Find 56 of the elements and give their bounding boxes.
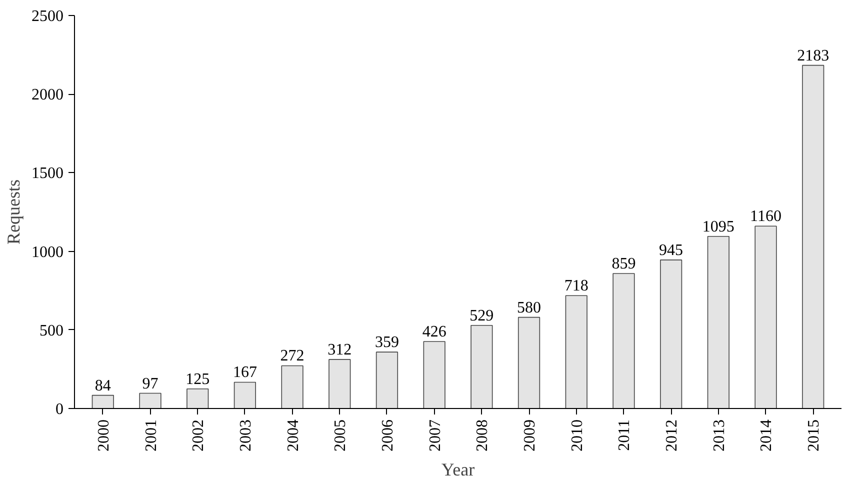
data-label: 359 bbox=[374, 334, 399, 352]
data-label: 2183 bbox=[797, 47, 830, 64]
bar bbox=[328, 359, 351, 408]
y-tick-label: 500 bbox=[40, 322, 64, 340]
bar bbox=[707, 236, 730, 408]
y-tick-label: 1000 bbox=[32, 244, 64, 261]
x-tick-label: 2014 bbox=[758, 420, 776, 452]
bar bbox=[470, 324, 493, 408]
y-tick-label: 2000 bbox=[32, 86, 64, 104]
x-tick-label: 2002 bbox=[190, 420, 208, 452]
x-tick-label: 2012 bbox=[664, 420, 681, 452]
bar bbox=[139, 392, 162, 408]
y-axis-title: Requests bbox=[4, 180, 24, 244]
x-tick-label: 2013 bbox=[710, 420, 728, 452]
data-label: 84 bbox=[94, 377, 111, 394]
bar bbox=[281, 365, 304, 408]
bar bbox=[92, 394, 114, 408]
bar bbox=[754, 226, 777, 408]
y-tick-label: 2500 bbox=[32, 8, 64, 25]
x-tick-label: 2003 bbox=[237, 420, 254, 452]
data-label: 945 bbox=[659, 242, 684, 259]
x-tick-label: 2000 bbox=[95, 420, 112, 452]
data-label: 97 bbox=[142, 375, 158, 392]
x-axis-title: Year bbox=[441, 460, 475, 480]
y-tick-label: 1500 bbox=[32, 165, 64, 182]
bar bbox=[423, 341, 446, 408]
bar bbox=[802, 64, 824, 408]
data-label: 167 bbox=[232, 364, 257, 382]
x-tick-label: 2010 bbox=[568, 420, 586, 452]
data-label: 1160 bbox=[750, 208, 782, 226]
bar bbox=[565, 295, 588, 408]
x-tick-label: 2001 bbox=[142, 420, 160, 452]
data-label: 312 bbox=[328, 341, 352, 358]
bar bbox=[612, 273, 635, 408]
bar bbox=[518, 316, 540, 408]
data-label: 529 bbox=[470, 307, 494, 324]
bar bbox=[660, 260, 682, 408]
data-label: 426 bbox=[422, 324, 446, 341]
x-tick-label: 2006 bbox=[379, 420, 396, 452]
x-tick-label: 2015 bbox=[806, 420, 823, 452]
bar bbox=[234, 382, 256, 408]
data-label: 859 bbox=[612, 255, 636, 272]
bar bbox=[376, 352, 398, 408]
x-tick-label: 2005 bbox=[332, 420, 350, 452]
x-tick-label: 2009 bbox=[522, 420, 539, 452]
bar bbox=[186, 388, 209, 408]
x-tick-label: 2004 bbox=[284, 420, 302, 452]
x-tick-label: 2008 bbox=[474, 420, 492, 452]
data-label: 1095 bbox=[702, 218, 734, 236]
y-tick-label: 0 bbox=[56, 401, 64, 418]
data-label: 125 bbox=[186, 370, 210, 388]
x-tick-label: 2011 bbox=[616, 420, 634, 451]
data-label: 718 bbox=[564, 278, 588, 295]
data-label: 580 bbox=[517, 299, 542, 316]
data-label: 272 bbox=[280, 348, 304, 365]
x-tick-label: 2007 bbox=[426, 420, 444, 452]
